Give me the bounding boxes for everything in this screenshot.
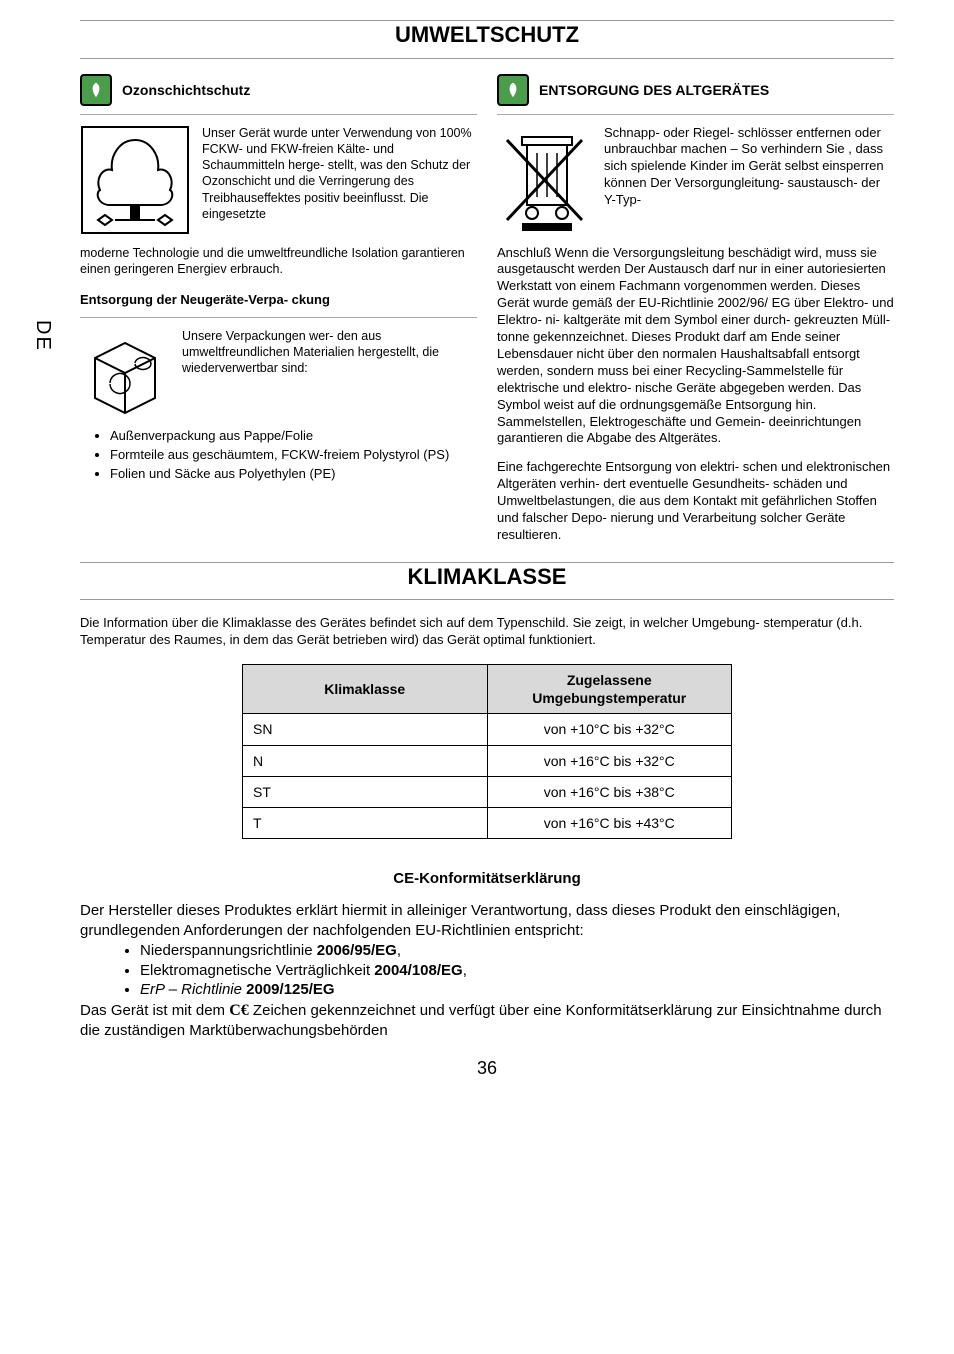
ozone-text: Unser Gerät wurde unter Verwendung von 1… <box>202 125 477 235</box>
ozone-text-cont: moderne Technologie und die umweltfreund… <box>80 245 477 278</box>
ce-list: Niederspannungsrichtlinie 2006/95/EG,Ele… <box>80 941 894 1000</box>
heading-ozonschichtschutz: Ozonschichtschutz <box>122 81 250 99</box>
packaging-bullets: Außenverpackung aus Pappe/Folie Formteile… <box>80 428 477 483</box>
table-cell: T <box>243 808 488 839</box>
table-cell: N <box>243 745 488 776</box>
list-item: ErP – Richtlinie 2009/125/EG <box>140 980 894 1000</box>
crossed-bin-icon <box>497 125 592 235</box>
table-cell: von +16°C bis +38°C <box>487 776 732 807</box>
disposal-text-2: Anschluß Wenn die Versorgungsleitung bes… <box>497 245 894 448</box>
list-item: Außenverpackung aus Pappe/Folie <box>110 428 477 445</box>
klima-table: Klimaklasse Zugelassene Umgebungstempera… <box>242 664 732 839</box>
section-title-umweltschutz: UMWELTSCHUTZ <box>80 21 894 50</box>
table-cell: von +10°C bis +32°C <box>487 714 732 745</box>
table-cell: ST <box>243 776 488 807</box>
leaf-icon <box>80 74 112 106</box>
disposal-text-3: Eine fachgerechte Entsorgung von elektri… <box>497 459 894 543</box>
heading-entsorgung-verpackung: Entsorgung der Neugeräte-Verpa- ckung <box>80 292 477 309</box>
right-column: ENTSORGUNG DES ALTGERÄTES Schna <box>497 74 894 544</box>
list-item: Niederspannungsrichtlinie 2006/95/EG, <box>140 941 894 961</box>
klima-intro: Die Information über die Klimaklasse des… <box>80 615 894 649</box>
heading-entsorgung-altgeraet: ENTSORGUNG DES ALTGERÄTES <box>539 81 769 99</box>
table-cell: von +16°C bis +43°C <box>487 808 732 839</box>
table-row: Nvon +16°C bis +32°C <box>243 745 732 776</box>
table-row: STvon +16°C bis +38°C <box>243 776 732 807</box>
table-header-temperatur: Zugelassene Umgebungstemperatur <box>487 665 732 714</box>
left-column: Ozonschichtschutz Unser Gerät wurde unte… <box>80 74 477 544</box>
table-cell: SN <box>243 714 488 745</box>
language-tab: DE <box>30 320 56 352</box>
ce-title: CE-Konformitätserklärung <box>80 869 894 889</box>
list-item: Folien und Säcke aus Polyethylen (PE) <box>110 466 477 483</box>
tree-icon <box>80 125 190 235</box>
section-title-klimaklasse: KLIMAKLASSE <box>80 563 894 592</box>
ce-mark-icon: C€ <box>229 1002 249 1019</box>
packaging-text: Unsere Verpackungen wer- den aus umweltf… <box>182 328 477 418</box>
list-item: Elektromagnetische Verträglichkeit 2004/… <box>140 961 894 981</box>
table-row: SNvon +10°C bis +32°C <box>243 714 732 745</box>
table-header-klimaklasse: Klimaklasse <box>243 665 488 714</box>
list-item: Formteile aus geschäumtem, FCKW-freiem P… <box>110 447 477 464</box>
page-number: 36 <box>80 1057 894 1080</box>
disposal-text-1: Schnapp- oder Riegel- schlösser entferne… <box>604 125 894 235</box>
table-cell: von +16°C bis +32°C <box>487 745 732 776</box>
leaf-icon <box>497 74 529 106</box>
ce-outro: Das Gerät ist mit dem C€ Zeichen gekennz… <box>80 1000 894 1042</box>
ce-intro: Der Hersteller dieses Produktes erklärt … <box>80 901 894 942</box>
recycle-box-icon <box>80 328 170 418</box>
table-row: Tvon +16°C bis +43°C <box>243 808 732 839</box>
